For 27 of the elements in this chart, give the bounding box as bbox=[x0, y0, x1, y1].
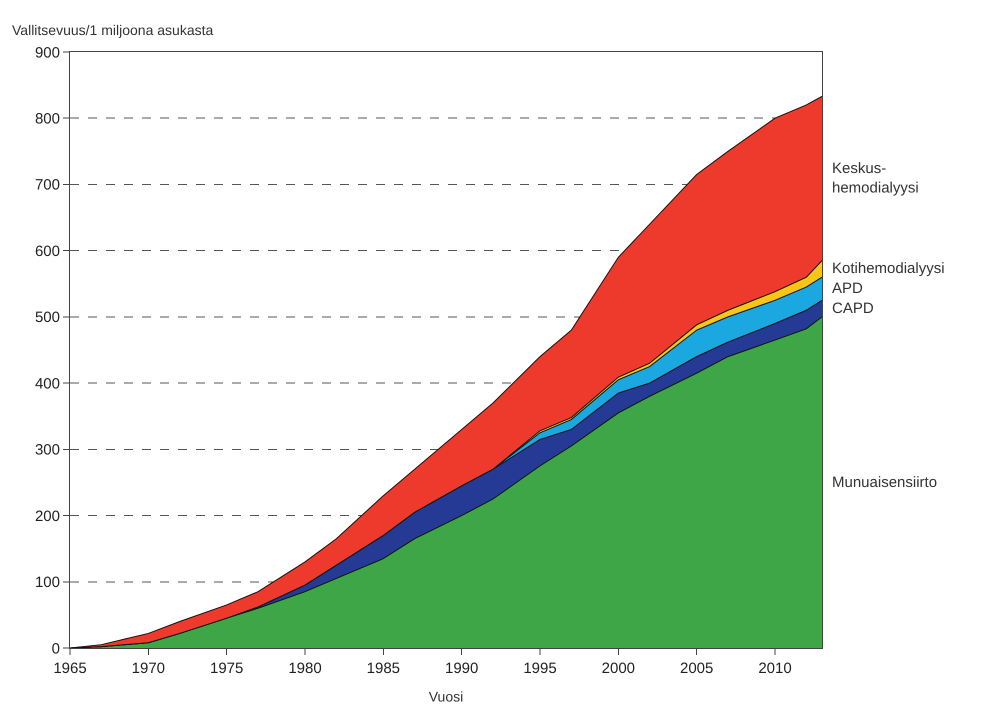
x-tick-label: 1990 bbox=[444, 660, 478, 677]
x-tick-label: 2000 bbox=[602, 660, 636, 677]
x-tick-label: 1995 bbox=[523, 660, 557, 677]
y-axis-title: Vallitsevuus/1 miljoona asukasta bbox=[12, 22, 214, 38]
y-tick-label: 700 bbox=[34, 176, 60, 194]
y-tick-label: 200 bbox=[34, 508, 60, 525]
series-label: CAPD bbox=[832, 300, 874, 317]
y-tick-label: 0 bbox=[52, 640, 60, 658]
x-tick-label: 1975 bbox=[210, 660, 244, 677]
y-tick-label: 400 bbox=[34, 375, 60, 392]
y-tick-label: 800 bbox=[34, 110, 60, 128]
x-tick-label: 1985 bbox=[366, 660, 400, 677]
y-tick-label: 900 bbox=[34, 44, 60, 62]
text: Munuaisensiirto bbox=[832, 474, 938, 491]
x-tick-label: 1970 bbox=[132, 660, 166, 677]
series-label: APD bbox=[832, 280, 864, 297]
x-tick-label: 2005 bbox=[680, 660, 714, 677]
series-label: Kotihemodialyysi bbox=[832, 260, 945, 277]
y-tick-label: 600 bbox=[34, 242, 60, 260]
y-tick-label: 500 bbox=[34, 309, 60, 326]
x-tick-label: 2010 bbox=[758, 660, 792, 677]
y-tick-label: 300 bbox=[34, 442, 60, 459]
x-tick-label: 1965 bbox=[53, 660, 87, 677]
y-tick-label: 100 bbox=[34, 574, 60, 592]
x-tick-label: 1980 bbox=[288, 660, 322, 677]
x-axis-title: Vuosi bbox=[428, 688, 464, 704]
series-label: Keskus-hemodialyysi bbox=[832, 160, 919, 196]
